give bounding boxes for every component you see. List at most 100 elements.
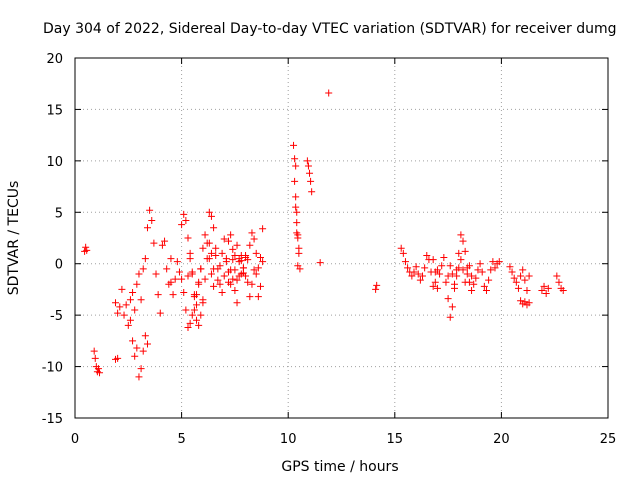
data-point [325, 89, 333, 97]
data-point [252, 270, 260, 278]
data-point [184, 323, 192, 331]
y-tick-label: 15 [46, 103, 63, 118]
data-point [182, 306, 190, 314]
y-tick-label: 5 [55, 206, 63, 221]
data-point [242, 272, 250, 280]
data-point [512, 278, 520, 286]
data-point [429, 256, 437, 264]
data-point [461, 247, 469, 255]
data-point [416, 276, 424, 284]
data-point [461, 278, 469, 286]
data-point [246, 241, 254, 249]
data-point [182, 217, 190, 225]
data-point [193, 291, 201, 299]
data-point [292, 203, 300, 211]
data-point [143, 340, 151, 348]
data-point [163, 265, 171, 273]
data-point [91, 354, 99, 362]
data-point [457, 231, 465, 239]
data-point [523, 286, 531, 294]
data-point [148, 217, 156, 225]
data-point [399, 249, 407, 257]
data-point [438, 262, 446, 270]
data-point [214, 276, 222, 284]
data-point [137, 365, 145, 373]
data-point [229, 275, 237, 283]
data-point [139, 347, 147, 355]
y-tick-label: -15 [42, 412, 63, 427]
data-point [414, 270, 422, 278]
data-point [525, 299, 533, 307]
data-point [207, 249, 215, 257]
data-point [303, 157, 311, 165]
data-point [412, 263, 420, 271]
data-point [96, 369, 104, 377]
data-point [195, 321, 203, 329]
data-point [250, 235, 258, 243]
data-point [124, 321, 132, 329]
data-point [199, 244, 207, 252]
data-point [408, 272, 416, 280]
data-point [446, 262, 454, 270]
data-point [474, 266, 482, 274]
data-point [225, 237, 233, 245]
data-point [291, 155, 299, 163]
data-point [433, 284, 441, 292]
data-point [250, 266, 258, 274]
data-point [212, 251, 220, 259]
data-point [235, 272, 243, 280]
data-point [205, 208, 213, 216]
data-point [540, 282, 548, 290]
data-point [197, 265, 205, 273]
data-point [137, 296, 145, 304]
grid-lines [75, 58, 608, 418]
chart-title: Day 304 of 2022, Sidereal Day-to-day VTE… [43, 21, 617, 37]
data-point [472, 274, 480, 282]
data-point [114, 354, 122, 362]
data-point [231, 286, 239, 294]
data-point [180, 210, 188, 218]
data-point [440, 254, 448, 262]
data-point [233, 299, 241, 307]
data-point [193, 301, 201, 309]
data-point [293, 208, 301, 216]
data-point [457, 256, 465, 264]
data-point [133, 344, 141, 352]
data-point [542, 290, 550, 298]
y-tick-label: -5 [50, 309, 63, 324]
y-tick-label: 10 [46, 155, 63, 170]
data-point [495, 258, 503, 266]
plot-frame [74, 57, 609, 419]
data-point [259, 258, 267, 266]
data-point [468, 272, 476, 280]
data-point [508, 268, 516, 276]
data-point [308, 188, 316, 196]
data-point [256, 254, 264, 262]
data-point [450, 280, 458, 288]
data-point [199, 299, 207, 307]
data-point [555, 278, 563, 286]
data-point [169, 291, 177, 299]
data-point [517, 272, 525, 280]
data-point [235, 258, 243, 266]
data-point [207, 212, 215, 220]
data-point [423, 251, 431, 259]
data-point [431, 278, 439, 286]
data-point [292, 162, 300, 170]
data-point [131, 306, 139, 314]
y-axis-label: SDTVAR / TECUs [6, 181, 22, 296]
data-point [421, 264, 429, 272]
data-point [294, 262, 302, 270]
data-point [141, 255, 149, 263]
data-point [135, 270, 143, 278]
data-point [233, 276, 241, 284]
x-axis-ticks: 0 5 10 15 20 25 [71, 58, 616, 447]
data-point [133, 280, 141, 288]
data-point [544, 284, 552, 292]
data-point [167, 278, 175, 286]
data-point [83, 246, 91, 254]
data-point [538, 286, 546, 294]
data-point [210, 282, 218, 290]
data-point [156, 309, 164, 317]
data-point [146, 206, 154, 214]
